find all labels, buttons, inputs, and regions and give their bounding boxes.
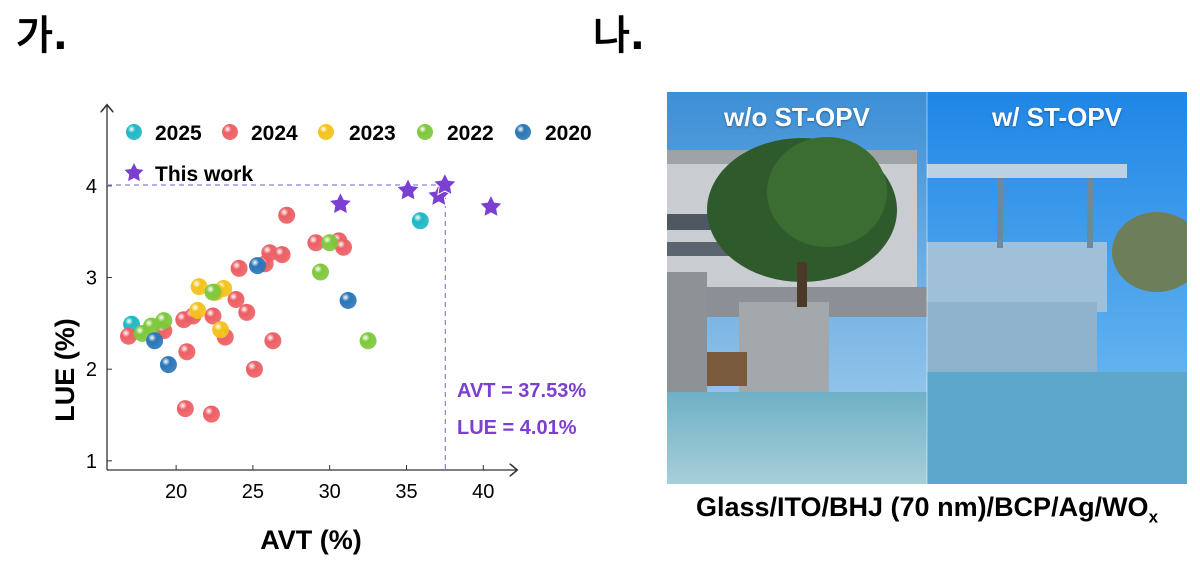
building-photo: w/o ST-OPV w/ ST-OPV (667, 92, 1187, 484)
legend-label-this-work: This work (155, 163, 253, 186)
caption-without-opv: w/o ST-OPV (667, 102, 927, 133)
lue-annotation: LUE = 4.01% (457, 417, 577, 439)
point-2024 (274, 246, 291, 263)
legend-label-2025: 2025 (155, 122, 202, 145)
avt-annotation: AVT = 37.53% (457, 380, 586, 402)
y-tick-label: 4 (86, 176, 97, 198)
point-2024 (177, 400, 194, 417)
device-structure-text: Glass/ITO/BHJ (70 nm)/BCP/Ag/WO (696, 492, 1149, 522)
y-tick-label: 3 (86, 268, 97, 290)
legend-marker-2023 (318, 124, 334, 140)
device-structure-subscript: x (1149, 507, 1158, 526)
point-2022 (321, 234, 338, 251)
point-2024 (278, 207, 295, 224)
point-2020 (146, 332, 163, 349)
legend-marker-this-work (124, 163, 143, 181)
point-2025 (412, 212, 429, 229)
point-2022 (312, 264, 329, 281)
canopy (927, 164, 1127, 178)
point-2020 (340, 292, 357, 309)
y-tick-label: 1 (86, 451, 97, 473)
building-right (927, 242, 1107, 312)
pool-left (667, 392, 927, 484)
caption-with-opv: w/ ST-OPV (927, 102, 1187, 133)
pool-right (927, 372, 1187, 484)
y-tick-label: 2 (86, 359, 97, 381)
point-2023 (212, 321, 229, 338)
point-2024 (246, 361, 263, 378)
device-structure: Glass/ITO/BHJ (70 nm)/BCP/Ag/WOx (667, 492, 1187, 527)
x-tick-label: 25 (242, 481, 264, 503)
x-tick-label: 30 (319, 481, 341, 503)
x-tick-label: 40 (472, 481, 494, 503)
panel-b-label: 나. (593, 16, 645, 56)
legend-marker-2020 (515, 124, 531, 140)
point-this-work (329, 192, 352, 214)
point-2024 (231, 260, 248, 277)
x-tick-label: 20 (165, 481, 187, 503)
legend-marker-2022 (417, 124, 433, 140)
point-2020 (249, 257, 266, 274)
point-2020 (160, 356, 177, 373)
point-this-work (480, 195, 503, 217)
point-2022 (155, 312, 172, 329)
x-tick-label: 35 (395, 481, 417, 503)
point-2024 (203, 406, 220, 423)
legend-marker-2025 (126, 124, 142, 140)
point-2024 (178, 343, 195, 360)
point-2022 (360, 332, 377, 349)
x-axis-title: AVT (%) (260, 525, 362, 555)
point-2024 (264, 332, 281, 349)
point-this-work (397, 178, 420, 200)
point-2023 (189, 302, 206, 319)
legend-label-2024: 2024 (251, 122, 298, 145)
wall-pillar (667, 272, 707, 412)
point-2024 (238, 304, 255, 321)
legend-label-2020: 2020 (545, 122, 592, 145)
y-axis-title: LUE (%) (50, 318, 80, 422)
panel-a-label: 가. (16, 16, 68, 56)
legend-marker-2024 (222, 124, 238, 140)
legend-label-2023: 2023 (349, 122, 396, 145)
legend-label-2022: 2022 (447, 122, 494, 145)
point-2022 (204, 284, 221, 301)
